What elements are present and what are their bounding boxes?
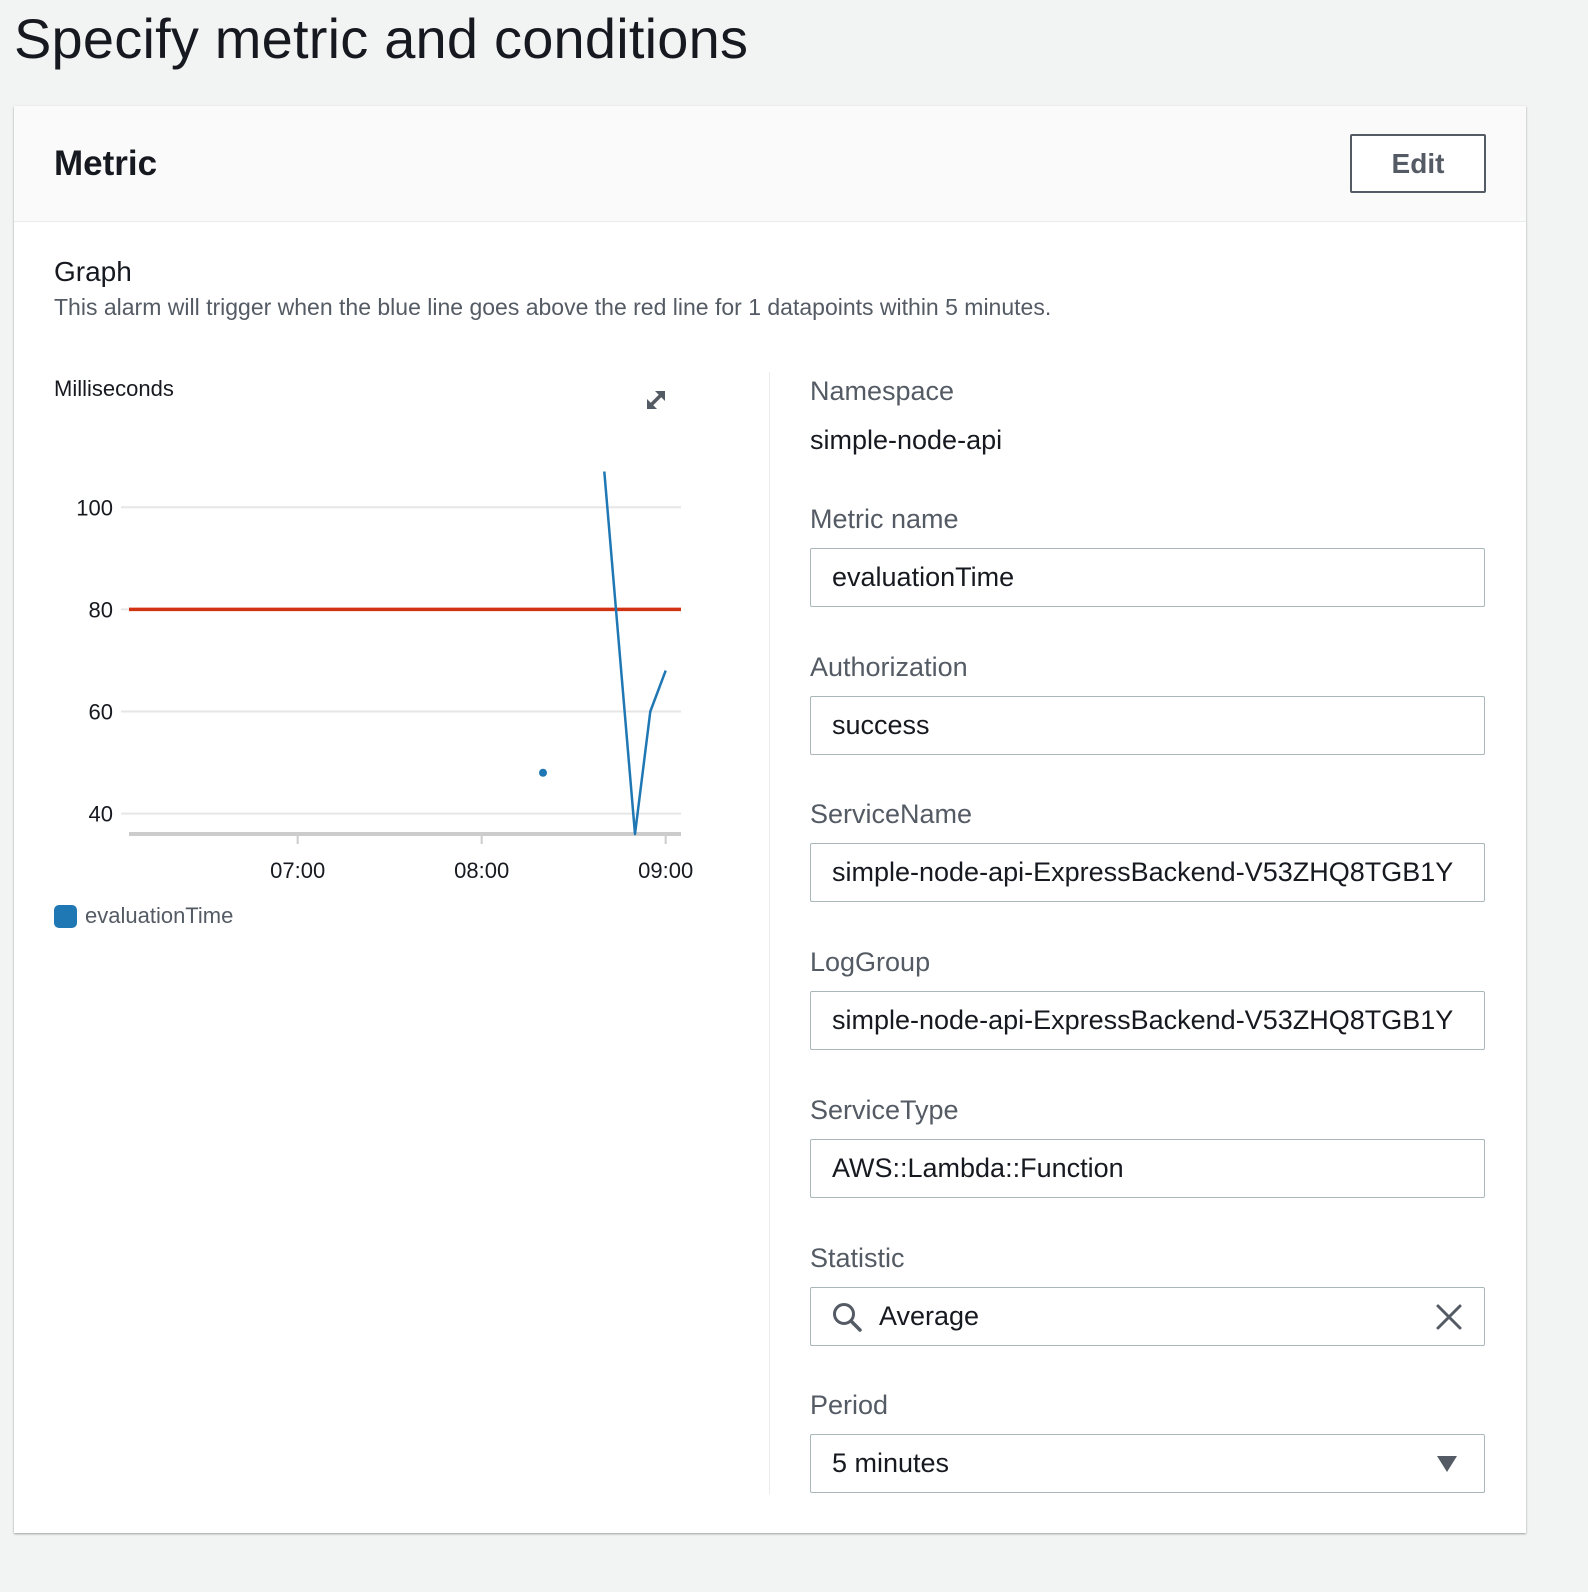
namespace-value: simple-node-api [810, 425, 1003, 455]
graph-heading: Graph [54, 256, 132, 287]
authorization-field[interactable]: success [810, 696, 1485, 755]
chart-plot: 40 60 80 100 07:00 08:00 09:00 [76, 471, 693, 883]
service-name-label: ServiceName [810, 799, 973, 829]
statistic-label: Statistic [810, 1243, 905, 1273]
statistic-value: Average [879, 1301, 980, 1331]
legend-swatch [54, 904, 77, 928]
metric-name-field[interactable]: evaluationTime [810, 548, 1485, 607]
log-group-field[interactable]: simple-node-api-ExpressBackend-V53ZHQ8TG… [810, 991, 1485, 1050]
data-point [539, 768, 547, 777]
edit-button[interactable]: Edit [1350, 134, 1486, 193]
service-name-field[interactable]: simple-node-api-ExpressBackend-V53ZHQ8TG… [810, 843, 1485, 902]
x-tick-label: 09:00 [638, 858, 693, 883]
period-select[interactable]: 5 minutes [810, 1434, 1485, 1493]
period-value: 5 minutes [832, 1448, 950, 1478]
series-line [603, 471, 667, 836]
y-tick-label: 60 [89, 699, 113, 724]
column-divider [769, 372, 770, 1494]
x-tick-label: 07:00 [270, 858, 325, 883]
period-label: Period [810, 1390, 889, 1420]
caret-down-icon [1437, 1456, 1457, 1472]
close-icon[interactable] [1434, 1302, 1464, 1332]
graph-description: This alarm will trigger when the blue li… [54, 294, 1052, 320]
log-group-label: LogGroup [810, 947, 931, 977]
search-icon [833, 1303, 862, 1332]
namespace-label: Namespace [810, 376, 955, 406]
service-type-field[interactable]: AWS::Lambda::Function [810, 1139, 1485, 1198]
page-title: Specify metric and conditions [14, 7, 749, 70]
panel-header: Metric Edit [14, 106, 1526, 222]
legend-label: evaluationTime [85, 903, 234, 928]
y-tick-label: 100 [76, 495, 113, 520]
metric-panel: Metric Edit Graph This alarm will trigge… [14, 106, 1526, 1533]
expand-icon[interactable] [638, 382, 674, 418]
panel-title: Metric [54, 144, 158, 183]
y-tick-label: 40 [89, 802, 113, 827]
y-tick-label: 80 [89, 597, 113, 622]
x-tick-label: 08:00 [454, 858, 509, 883]
chart-legend: evaluationTime [54, 903, 233, 929]
authorization-label: Authorization [810, 652, 968, 682]
chart-y-axis-label: Milliseconds [54, 376, 174, 401]
statistic-search-field[interactable]: Average [810, 1287, 1485, 1346]
metric-name-label: Metric name [810, 504, 959, 534]
service-type-label: ServiceType [810, 1095, 959, 1125]
